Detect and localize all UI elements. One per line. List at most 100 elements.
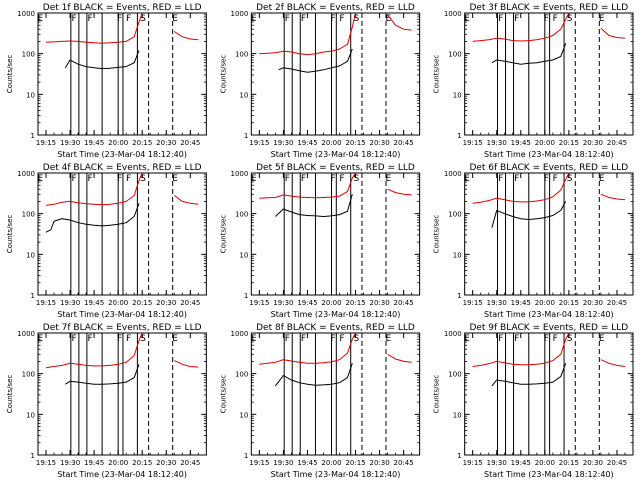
x-tick-label: 20:45 <box>607 299 627 307</box>
segment-marker: F <box>301 334 306 344</box>
panel-title: Det 5f BLACK = Events, RED = LLD <box>256 163 415 173</box>
series-lld-line <box>387 14 412 31</box>
series-lld-line <box>259 172 356 199</box>
segment-marker: E <box>599 174 605 184</box>
y-tick-label: 10 <box>239 91 248 99</box>
segment-marker: E <box>38 14 44 24</box>
x-tick-label: 19:15 <box>36 299 56 307</box>
series-lld-line <box>472 12 570 42</box>
series-lld-line <box>600 359 626 367</box>
segment-marker: F <box>544 14 549 24</box>
y-axis-label: Counts/sec <box>6 215 14 254</box>
x-tick-label: 19:30 <box>487 139 507 147</box>
segment-marker: E <box>599 334 605 344</box>
x-tick-label: 19:45 <box>84 459 104 467</box>
x-axis-label: Start Time (23-Mar-04 18:12:40) <box>57 150 187 159</box>
x-tick-label: 20:30 <box>583 299 603 307</box>
segment-marker: S <box>567 14 573 24</box>
panel-title: Det 3f BLACK = Events, RED = LLD <box>469 3 628 13</box>
segment-marker: F <box>498 14 503 24</box>
x-tick-label: 20:15 <box>559 139 579 147</box>
panel-det-5: Det 5f BLACK = Events, RED = LLD Start Ti… <box>219 163 421 319</box>
y-tick-label: 10 <box>239 411 248 419</box>
panel-title: Det 4f BLACK = Events, RED = LLD <box>43 163 202 173</box>
x-tick-label: 19:15 <box>36 459 56 467</box>
segment-marker: F <box>301 14 306 24</box>
x-tick-label: 20:45 <box>394 459 414 467</box>
x-tick-label: 20:30 <box>369 459 389 467</box>
y-tick-label: 100 <box>235 51 248 59</box>
series-events-line <box>45 203 140 233</box>
segment-marker: S <box>353 174 359 184</box>
x-tick-label: 20:30 <box>156 459 176 467</box>
y-tick-label: 1000 <box>231 170 249 178</box>
x-tick-label: 19:30 <box>273 459 293 467</box>
y-axis-label: Counts/sec <box>6 55 14 94</box>
x-axis-label: Start Time (23-Mar-04 18:12:40) <box>57 470 187 479</box>
y-tick-label: 1 <box>244 132 248 140</box>
segment-marker: F <box>88 334 93 344</box>
series-lld-line <box>45 172 143 206</box>
y-tick-label: 1000 <box>444 330 462 338</box>
x-axis-label: Start Time (23-Mar-04 18:12:40) <box>484 150 614 159</box>
segment-marker: F <box>301 174 306 184</box>
segment-marker: F <box>553 174 558 184</box>
x-tick-label: 19:30 <box>487 459 507 467</box>
x-tick-label: 19:30 <box>60 299 80 307</box>
plot-frame <box>464 12 634 136</box>
series-events-line <box>491 363 567 387</box>
x-tick-label: 19:45 <box>84 139 104 147</box>
segment-marker: E <box>251 174 257 184</box>
segment-marker: F <box>330 334 335 344</box>
y-axis-label: Counts/sec <box>433 375 441 414</box>
y-tick-label: 10 <box>239 251 248 259</box>
y-tick-label: 10 <box>453 411 462 419</box>
segment-marker: F <box>117 334 122 344</box>
segment-marker: S <box>567 334 573 344</box>
y-tick-label: 1 <box>31 132 35 140</box>
segment-marker: F <box>514 14 519 24</box>
plot-frame <box>37 332 207 456</box>
x-tick-label: 20:15 <box>132 139 152 147</box>
y-tick-label: 100 <box>22 211 35 219</box>
y-tick-label: 1000 <box>17 10 35 18</box>
panel-det-1: Det 1f BLACK = Events, RED = LLD Start Ti… <box>6 3 207 159</box>
panel-title: Det 2f BLACK = Events, RED = LLD <box>256 3 415 13</box>
y-tick-label: 1000 <box>444 10 462 18</box>
series-lld-line <box>174 195 199 205</box>
segment-marker: F <box>514 174 519 184</box>
series-events-line <box>64 50 140 70</box>
x-tick-label: 20:30 <box>369 299 389 307</box>
series-events-line <box>65 364 140 385</box>
series-lld-line <box>387 188 412 196</box>
y-tick-label: 1000 <box>231 330 249 338</box>
y-tick-label: 100 <box>448 371 461 379</box>
plot-frame <box>250 172 421 296</box>
x-tick-label: 20:30 <box>583 139 603 147</box>
x-axis-label: Start Time (23-Mar-04 18:12:40) <box>271 470 401 479</box>
panel-title: Det 9f BLACK = Events, RED = LLD <box>469 323 628 333</box>
segment-marker: E <box>599 14 605 24</box>
x-tick-label: 19:15 <box>249 459 269 467</box>
plot-frame <box>250 12 421 136</box>
x-tick-label: 20:00 <box>535 459 555 467</box>
x-axis-label: Start Time (23-Mar-04 18:12:40) <box>484 470 614 479</box>
segment-marker: F <box>71 334 76 344</box>
panel-det-7: Det 7f BLACK = Events, RED = LLD Start Ti… <box>6 323 207 479</box>
segment-marker: F <box>285 14 290 24</box>
y-tick-label: 10 <box>26 91 35 99</box>
segment-marker: E <box>38 334 44 344</box>
y-tick-label: 1 <box>457 452 461 460</box>
x-tick-label: 20:30 <box>369 139 389 147</box>
series-lld-line <box>45 332 143 369</box>
segment-marker: S <box>567 174 573 184</box>
series-events-line <box>491 43 567 65</box>
x-tick-label: 19:45 <box>297 139 317 147</box>
panel-title: Det 1f BLACK = Events, RED = LLD <box>43 3 202 13</box>
plot-frame <box>464 172 634 296</box>
y-tick-label: 10 <box>26 251 35 259</box>
panel-det-4: Det 4f BLACK = Events, RED = LLD Start Ti… <box>6 163 207 319</box>
segment-marker: E <box>172 334 178 344</box>
segment-marker: E <box>464 14 470 24</box>
series-lld-line <box>174 360 199 368</box>
